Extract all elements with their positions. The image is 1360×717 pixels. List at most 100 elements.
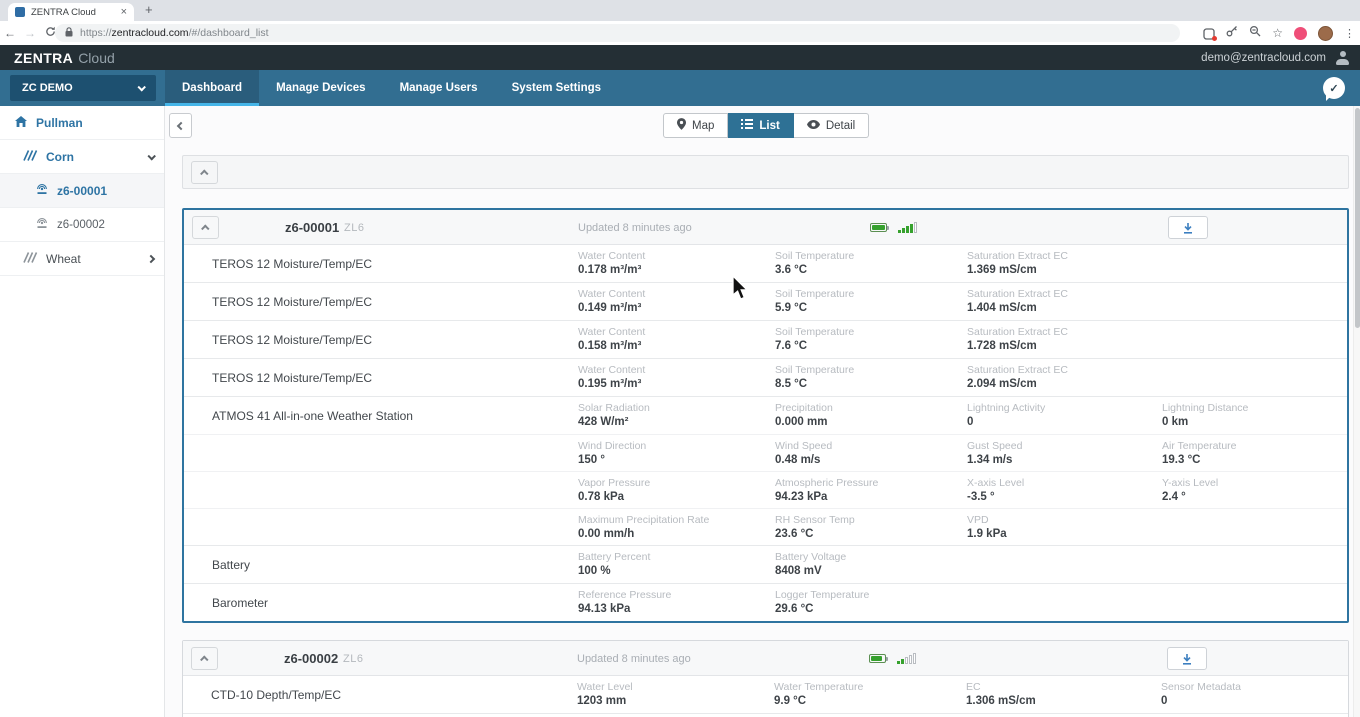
collapse-card-button[interactable] — [191, 647, 218, 670]
measurement-cell: Maximum Precipitation Rate 0.00 mm/h — [578, 514, 709, 540]
signal-bar — [902, 228, 905, 233]
address-bar[interactable]: https://zentracloud.com/#/dashboard_list — [55, 24, 1180, 42]
signal-bar — [914, 222, 917, 233]
back-button[interactable] — [169, 113, 192, 138]
measurement-label: Air Temperature — [1162, 440, 1237, 452]
measurement-value: 94.13 kPa — [578, 603, 631, 615]
measurement-cell: Air Temperature 19.3 °C — [1162, 440, 1237, 466]
browser-menu-icon[interactable]: ⋮ — [1344, 27, 1355, 40]
tab-dashboard[interactable]: Dashboard — [165, 70, 260, 106]
bookmark-star-icon[interactable]: ☆ — [1272, 26, 1283, 40]
extension-icon[interactable] — [1203, 27, 1218, 41]
scrollbar-thumb[interactable] — [1355, 108, 1360, 328]
tab-system-settings[interactable]: System Settings — [511, 82, 602, 94]
measurement-label: RH Sensor Temp — [775, 514, 855, 526]
download-data-button[interactable] — [1167, 647, 1207, 670]
measurement-cell: Lightning Distance 0 km — [1162, 402, 1248, 428]
measurement-label: Saturation Extract EC — [967, 326, 1068, 338]
measurement-cell: Soil Temperature 3.6 °C — [775, 250, 854, 276]
sensor-row: Water Content 0.149 m³/m³ Soil Temperature… — [184, 283, 1347, 320]
tab-manage-users[interactable]: Manage Users — [399, 82, 478, 94]
browser-profile-avatar[interactable] — [1318, 25, 1333, 41]
padlock-icon — [65, 24, 73, 42]
collapse-card-button[interactable] — [192, 216, 219, 239]
browser-toolbar: ← → https://zentracloud.com/#/dashboard_… — [0, 21, 1360, 45]
zoom-icon[interactable] — [1249, 24, 1261, 42]
chevron-down-icon[interactable] — [147, 151, 156, 161]
browser-forward-icon[interactable]: → — [24, 26, 36, 40]
measurement-label: Atmospheric Pressure — [775, 477, 879, 489]
measurement-label: Soil Temperature — [775, 288, 855, 300]
collapse-panel-button[interactable] — [191, 161, 218, 184]
map-view-button[interactable]: Map — [663, 113, 729, 138]
sensor-row: Wind Direction 150 ° Wind Speed 0.48 m/s Gus… — [184, 434, 1347, 471]
measurement-cell: EC 1.306 mS/cm — [966, 681, 1036, 707]
device-card: z6-00001 ZL6 Updated 8 minutes ago TEROS 12… — [182, 208, 1349, 623]
sidebar-item-corn[interactable]: Corn — [0, 140, 164, 174]
measurement-value: 29.6 °C — [775, 603, 814, 615]
recording-indicator-icon[interactable] — [1294, 26, 1307, 40]
sensor-name: CTD-10 Depth/Temp/EC — [211, 687, 342, 702]
sidebar-item-label: z6-00002 — [57, 218, 105, 231]
sidebar-item-z6-00001[interactable]: z6-00001 — [0, 174, 164, 208]
sensor-name: ATMOS 41 All-in-one Weather Station — [212, 408, 413, 423]
collapsed-device-panel — [182, 155, 1349, 189]
sensor-name: TEROS 12 Moisture/Temp/EC — [212, 294, 373, 309]
measurement-label: Soil Temperature — [775, 250, 855, 262]
battery-fill — [872, 225, 885, 230]
measurement-label: Water Content — [578, 288, 646, 300]
sensor-row: Water Level 1203 mm Water Temperature 9.9 °… — [183, 676, 1348, 713]
battery-icon — [869, 654, 888, 663]
measurement-value: 94.23 kPa — [775, 491, 828, 503]
key-icon[interactable] — [1226, 24, 1238, 42]
user-account-icon[interactable] — [1335, 50, 1350, 65]
sensor-row: Water Content 0.195 m³/m³ Soil Temperature… — [184, 359, 1347, 396]
sensor-block: TEROS 12 Moisture/Temp/EC Water Content 0.… — [184, 282, 1347, 320]
measurement-value: 1.404 mS/cm — [967, 302, 1037, 314]
measurement-label: Water Content — [578, 364, 646, 376]
signal-bar — [905, 657, 908, 664]
browser-tab[interactable]: ZENTRA Cloud × — [8, 3, 134, 21]
measurement-value: 2.094 mS/cm — [967, 378, 1037, 390]
measurement-cell: Soil Temperature 8.5 °C — [775, 364, 854, 390]
measurement-label: Gust Speed — [967, 440, 1023, 452]
measurement-cell: Solar Radiation 428 W/m² — [578, 402, 650, 428]
measurement-label: Lightning Distance — [1162, 402, 1249, 414]
device-card: z6-00002 ZL6 Updated 8 minutes ago CTD-10 D… — [182, 640, 1349, 717]
sensor-block: TEROS 12 Moisture/Temp/EC Water Content 0.… — [184, 358, 1347, 396]
list-view-button[interactable]: List — [728, 113, 794, 138]
detail-view-button[interactable]: Detail — [793, 113, 870, 138]
sidebar-item-pullman[interactable]: Pullman — [0, 106, 164, 140]
chevron-up-icon — [200, 223, 210, 233]
measurement-value: 0.78 kPa — [578, 491, 625, 503]
measurement-value: 5.9 °C — [775, 302, 808, 314]
sidebar-item-z6-00002[interactable]: z6-00002 — [0, 208, 164, 242]
chevron-up-icon — [199, 168, 209, 178]
measurement-value: 9.9 °C — [774, 695, 807, 707]
device-sensors: TEROS 12 Moisture/Temp/EC Water Content 0.… — [184, 245, 1347, 621]
url-text: https://zentracloud.com/#/dashboard_list — [80, 27, 269, 39]
tab-manage-devices[interactable]: Manage Devices — [276, 82, 366, 94]
measurement-cell: Atmospheric Pressure 94.23 kPa — [775, 477, 878, 503]
home-icon — [14, 115, 28, 131]
browser-reload-icon[interactable] — [40, 26, 60, 40]
measurement-label: VPD — [967, 514, 989, 526]
browser-back-icon[interactable]: ← — [4, 26, 16, 40]
download-data-button[interactable] — [1168, 216, 1208, 239]
tab-close-icon[interactable]: × — [120, 6, 127, 18]
chevron-right-icon[interactable] — [146, 254, 156, 263]
measurement-cell: Battery Percent 100 % — [578, 551, 650, 577]
map-pin-icon — [677, 118, 686, 133]
view-toggle: Map List Detail — [663, 113, 870, 138]
user-email: demo@zentracloud.com — [1201, 51, 1326, 64]
signal-strength-icon — [897, 652, 916, 664]
measurement-value: -3.5 ° — [967, 491, 995, 503]
sidebar-item-wheat[interactable]: Wheat — [0, 242, 164, 276]
battery-fill — [871, 656, 882, 661]
logger-device-icon — [35, 216, 49, 233]
org-selector[interactable]: ZC DEMO — [10, 75, 156, 101]
support-chat-icon[interactable]: ✓ — [1323, 77, 1345, 101]
page-scrollbar[interactable] — [1353, 106, 1360, 717]
measurement-value: 1.369 mS/cm — [967, 264, 1037, 276]
new-tab-button[interactable]: + — [145, 2, 153, 17]
